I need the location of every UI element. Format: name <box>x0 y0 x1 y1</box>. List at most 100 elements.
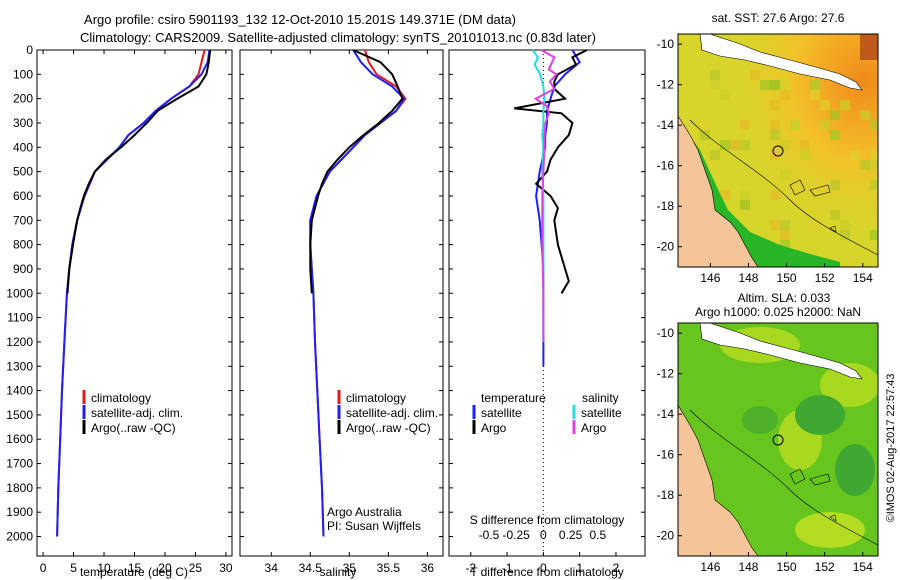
x-tick-label: 34.5 <box>299 561 323 575</box>
legend-s-satellite: satellite <box>581 406 622 420</box>
sst-cell <box>830 130 840 140</box>
map-y-tick-label: -12 <box>657 78 675 92</box>
y-tick-label: 500 <box>13 165 33 179</box>
sst-hot-corner <box>860 34 878 60</box>
y-tick-label: 200 <box>13 92 33 106</box>
s-tick-label: 0.5 <box>589 528 606 542</box>
sst-cell <box>840 100 850 110</box>
sst-cell <box>780 70 790 80</box>
map-x-tick-label: 150 <box>777 271 797 285</box>
series-line-s-argo <box>533 49 558 342</box>
salinity-axes <box>239 49 444 557</box>
difference-panel: -2 -1 0 1 2 -0.5 -0.25 0 0.25 0.5 temperature sal… <box>448 49 646 579</box>
y-tick-label: 100 <box>13 67 33 81</box>
salinity-xlabel: salinity <box>320 565 357 579</box>
reef-outlines <box>789 179 837 233</box>
legend-argo: Argo(..raw -QC) <box>346 421 431 435</box>
sst-cell <box>840 220 850 230</box>
sst-cell <box>820 100 830 110</box>
figure-title-line2: Climatology: CARS2009. Satellite-adjuste… <box>80 30 596 45</box>
legend-argo: Argo(..raw -QC) <box>91 421 176 435</box>
y-tick-label: 600 <box>13 189 33 203</box>
y-tick-label: 1000 <box>6 286 33 300</box>
sst-cell <box>790 180 800 190</box>
sst-cell <box>780 230 790 240</box>
sst-cell <box>830 210 840 220</box>
y-tick-label: 1900 <box>6 505 33 519</box>
sst-cell <box>850 150 860 160</box>
sst-cell <box>700 120 710 130</box>
map-y-tick-label: -12 <box>657 367 675 381</box>
x-tick-label: 0 <box>540 561 547 575</box>
annotation-argo-australia: Argo Australia <box>327 505 402 519</box>
sst-cell <box>830 180 840 190</box>
sst-cell <box>790 120 800 130</box>
legend-salinity-header: salinity <box>582 391 619 405</box>
map-x-tick-label: 154 <box>853 560 873 574</box>
x-tick-label: 35 <box>343 561 357 575</box>
sst-cell <box>740 120 750 130</box>
y-tick-label: 1500 <box>6 408 33 422</box>
y-tick-label: 1200 <box>6 335 33 349</box>
sst-cell <box>780 220 790 230</box>
sst-map: sat. SST: 27.6 Argo: 27.6 146 148 150 152 15… <box>657 11 879 285</box>
x-tick-label: -1 <box>502 561 513 575</box>
sst-cell <box>780 80 790 90</box>
y-tick-label: 1300 <box>6 359 33 373</box>
sst-cell <box>800 150 810 160</box>
map-x-tick-label: 146 <box>700 560 720 574</box>
australia-land <box>678 404 759 556</box>
sst-cell <box>740 190 750 200</box>
legend-temperature-header: temperature <box>481 391 546 405</box>
map-y-tick-label: -18 <box>657 488 675 502</box>
sst-cell <box>840 230 850 240</box>
x-tick-label: 30 <box>219 561 233 575</box>
series-line-argo-raw-qc- <box>66 49 212 294</box>
sst-cell <box>870 150 878 160</box>
sst-cell <box>770 80 780 90</box>
y-tick-label: 1400 <box>6 384 33 398</box>
temperature-xlabel: temperature (deg C) <box>80 565 188 579</box>
map-y-tick-label: -16 <box>657 448 675 462</box>
annotation-pi: PI: Susan Wijffels <box>327 519 421 533</box>
map-y-tick-label: -20 <box>657 240 675 254</box>
s-tick-label: 0 <box>540 528 547 542</box>
sla-high-4 <box>795 512 865 548</box>
map-x-tick-label: 152 <box>815 271 835 285</box>
sst-cell <box>770 130 780 140</box>
sst-cell <box>770 120 780 130</box>
x-tick-label: 25 <box>189 561 203 575</box>
x-tick-label: 5 <box>70 561 77 575</box>
s-tick-label: 0.25 <box>559 528 583 542</box>
sla-low-2 <box>835 444 875 496</box>
y-tick-label: 1800 <box>6 481 33 495</box>
y-tick-label: 300 <box>13 116 33 130</box>
sst-cell <box>720 90 730 100</box>
sst-cell <box>730 140 740 150</box>
sst-cell <box>710 70 720 80</box>
sst-cell <box>740 200 750 210</box>
map-x-tick-label: 154 <box>853 271 873 285</box>
sla-high-2 <box>820 363 878 407</box>
sst-cell <box>780 90 790 100</box>
legend-satellite: satellite-adj. clim. <box>91 406 183 420</box>
sst-map-title: sat. SST: 27.6 Argo: 27.6 <box>712 11 845 25</box>
sst-cell <box>860 110 870 120</box>
sst-cell <box>870 180 878 190</box>
legend-s-argo: Argo <box>581 421 607 435</box>
y-tick-label: 1600 <box>6 432 33 446</box>
argo-height-title: Argo h1000: 0.025 h2000: NaN <box>695 305 861 319</box>
temperature-panel: 0 5 10 15 20 25 300100200300400500600700800900… <box>6 43 233 579</box>
sst-cell <box>810 90 820 100</box>
map-x-tick-label: 148 <box>738 271 758 285</box>
sst-cell <box>810 80 820 90</box>
s-tick-label: -0.5 <box>479 528 500 542</box>
sst-map-frame <box>677 33 879 268</box>
difference-legend: temperature salinity satellite Argo sate… <box>472 391 622 435</box>
x-tick-label: 35.5 <box>377 561 401 575</box>
sst-cell <box>760 80 770 90</box>
y-tick-label: 0 <box>26 43 33 57</box>
x-tick-label: 34 <box>265 561 279 575</box>
map-x-tick-label: 152 <box>815 560 835 574</box>
figure-title-line1: Argo profile: csiro 5901193_132 12-Oct-2… <box>84 12 516 27</box>
